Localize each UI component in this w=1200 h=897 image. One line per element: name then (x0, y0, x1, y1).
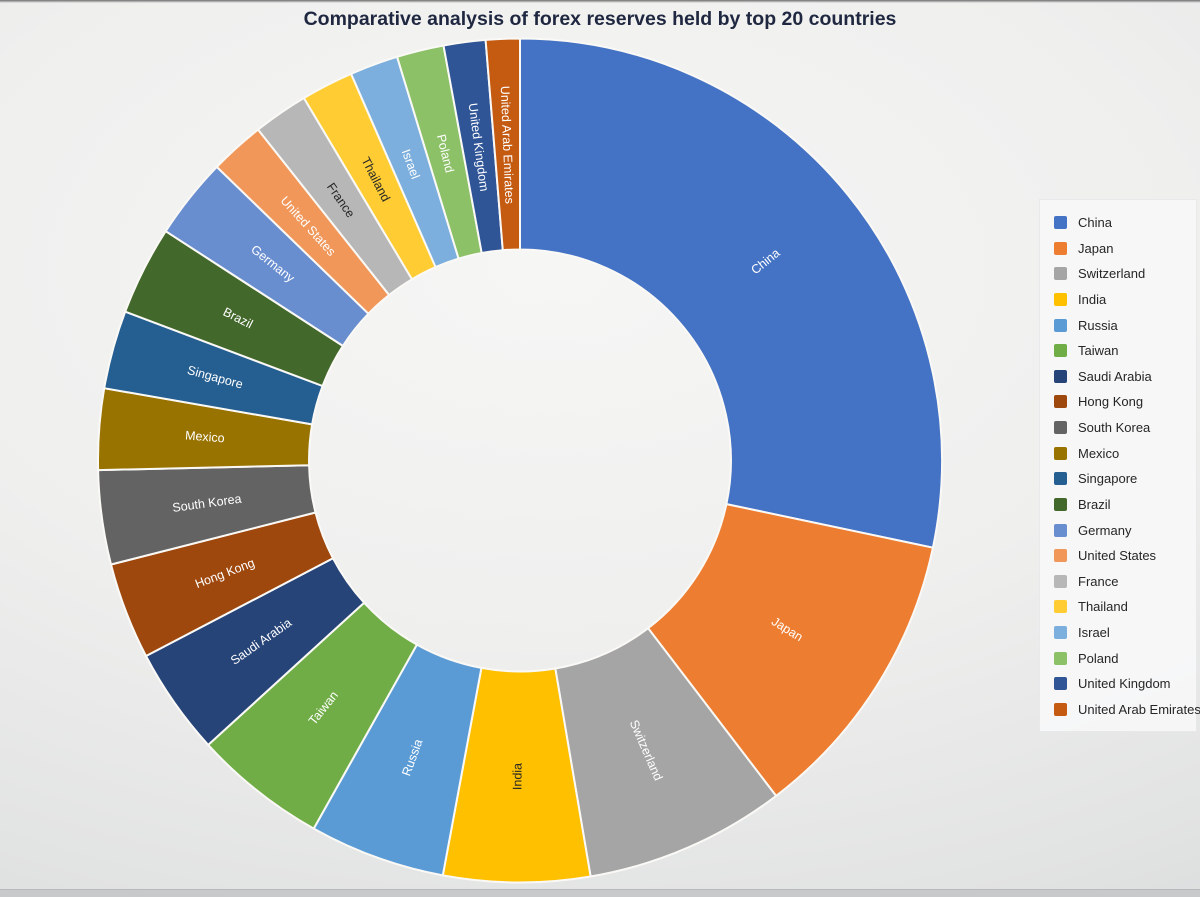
legend-item-united-kingdom[interactable]: United Kingdom (1054, 671, 1192, 696)
legend-label: South Korea (1078, 420, 1151, 435)
legend-label: Poland (1078, 650, 1119, 666)
donut-segment-united-arab-emirates[interactable] (484, 37, 521, 252)
legend-swatch-switzerland (1054, 267, 1067, 281)
legend-swatch-china (1054, 216, 1067, 229)
legend-item-saudi-arabia[interactable]: Saudi Arabia (1054, 364, 1192, 389)
legend-label: Singapore (1078, 471, 1138, 487)
window-top-edge (0, 0, 1200, 3)
legend-swatch-brazil (1054, 497, 1067, 511)
legend-label: India (1078, 291, 1107, 307)
legend-item-thailand[interactable]: Thailand (1054, 594, 1192, 619)
legend-label: Switzerland (1078, 266, 1146, 282)
legend-swatch-saudi-arabia (1054, 369, 1067, 383)
legend-swatch-mexico (1054, 446, 1067, 460)
legend-swatch-france (1054, 574, 1067, 588)
donut-segment-china[interactable] (519, 37, 943, 549)
legend-swatch-israel (1054, 626, 1067, 639)
slice-label-united-arab-emirates: United Arab Emirates (498, 86, 517, 205)
legend-item-mexico[interactable]: Mexico (1054, 441, 1192, 466)
legend-label: Thailand (1078, 599, 1128, 615)
legend-swatch-hong-kong (1054, 395, 1067, 409)
legend-label: Israel (1078, 625, 1110, 640)
legend-label: Germany (1078, 522, 1132, 538)
legend-label: United States (1078, 548, 1157, 564)
legend-item-singapore[interactable]: Singapore (1054, 466, 1192, 491)
legend-item-united-states[interactable]: United States (1054, 543, 1192, 568)
legend-label: Mexico (1078, 445, 1120, 461)
legend-item-poland[interactable]: Poland (1054, 646, 1192, 671)
legend-swatch-japan (1054, 241, 1067, 255)
donut-segment-japan[interactable] (647, 503, 934, 797)
legend-label: United Arab Emirates (1078, 701, 1200, 717)
window-bottom-edge (0, 889, 1200, 897)
legend-swatch-taiwan (1054, 344, 1067, 358)
legend-item-hong-kong[interactable]: Hong Kong (1054, 389, 1192, 414)
legend-swatch-thailand (1054, 600, 1067, 614)
legend-item-germany[interactable]: Germany (1054, 518, 1192, 543)
legend-label: Japan (1078, 240, 1114, 256)
legend-label: China (1078, 215, 1112, 230)
legend-swatch-united-states (1054, 549, 1067, 563)
legend-swatch-united-arab-emirates (1054, 702, 1067, 716)
legend-item-israel[interactable]: Israel (1054, 620, 1192, 645)
legend-swatch-poland (1054, 651, 1067, 665)
legend-item-united-arab-emirates[interactable]: United Arab Emirates (1054, 697, 1200, 722)
legend-item-china[interactable]: China (1054, 210, 1192, 235)
legend-label: Saudi Arabia (1078, 368, 1152, 384)
slice-label-mexico: Mexico (185, 428, 226, 445)
legend-item-brazil[interactable]: Brazil (1054, 492, 1192, 517)
legend-label: Taiwan (1078, 343, 1119, 359)
legend-item-russia[interactable]: Russia (1054, 313, 1192, 338)
legend-swatch-united-kingdom (1054, 677, 1067, 691)
legend-label: France (1078, 573, 1119, 589)
legend: China Japan Switzerland India Russia Taiwan Sa… (1039, 199, 1200, 732)
legend-swatch-germany (1054, 523, 1067, 537)
legend-label: Brazil (1078, 496, 1111, 512)
legend-swatch-india (1054, 292, 1067, 306)
legend-item-taiwan[interactable]: Taiwan (1054, 338, 1192, 363)
legend-swatch-south-korea (1054, 421, 1067, 434)
slice-label-india: India (510, 763, 524, 790)
legend-swatch-russia (1054, 318, 1067, 332)
legend-item-japan[interactable]: Japan (1054, 236, 1192, 261)
legend-label: Russia (1078, 317, 1118, 333)
legend-item-france[interactable]: France (1054, 569, 1192, 594)
legend-label: Hong Kong (1078, 394, 1144, 410)
chart-title: Comparative analysis of forex reserves h… (303, 8, 897, 30)
legend-item-switzerland[interactable]: Switzerland (1054, 261, 1192, 286)
legend-item-south-korea[interactable]: South Korea (1054, 415, 1192, 440)
legend-item-india[interactable]: India (1054, 287, 1192, 312)
legend-swatch-singapore (1054, 472, 1067, 486)
legend-label: United Kingdom (1078, 676, 1171, 692)
